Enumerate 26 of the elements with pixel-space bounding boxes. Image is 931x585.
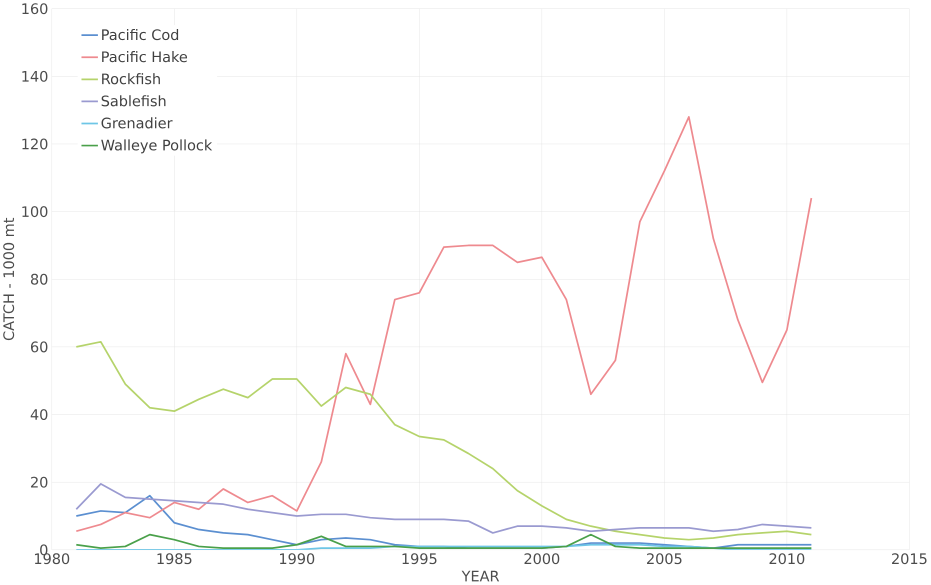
x-tick-label: 1990 xyxy=(280,553,314,564)
x-tick-label: 1985 xyxy=(157,553,192,564)
line-series xyxy=(75,116,812,532)
legend-label: Sablefish xyxy=(102,95,166,107)
y-tick-label: 120 xyxy=(22,138,48,150)
y-tick-label: 40 xyxy=(30,409,48,420)
y-tick-label: 140 xyxy=(22,71,48,82)
x-axis-title: YEAR xyxy=(462,571,500,582)
y-axis-title: CATCH - 1000 mt xyxy=(3,218,14,340)
y-tick-label: 60 xyxy=(30,342,48,353)
x-tick-label: 2005 xyxy=(647,553,682,564)
legend-label: Pacific Cod xyxy=(102,29,178,40)
x-tick-label: 2015 xyxy=(892,553,927,564)
line-series xyxy=(75,341,812,541)
x-tick-label: 2010 xyxy=(770,553,804,564)
y-tick-label: 20 xyxy=(31,476,48,488)
x-tick-label: 1995 xyxy=(402,553,436,564)
x-tick-label: 1980 xyxy=(34,553,70,564)
y-tick-label: 160 xyxy=(22,3,48,14)
legend-label: Walleye Pollock xyxy=(101,140,212,154)
legend-label: Grenadier xyxy=(102,117,173,129)
y-tick-label: 80 xyxy=(30,274,48,285)
y-tick-label: 100 xyxy=(22,206,48,218)
legend-label: Pacific Hake xyxy=(102,51,188,62)
x-tick-label: 2000 xyxy=(524,553,560,564)
legend-label: Rockfish xyxy=(102,73,160,85)
